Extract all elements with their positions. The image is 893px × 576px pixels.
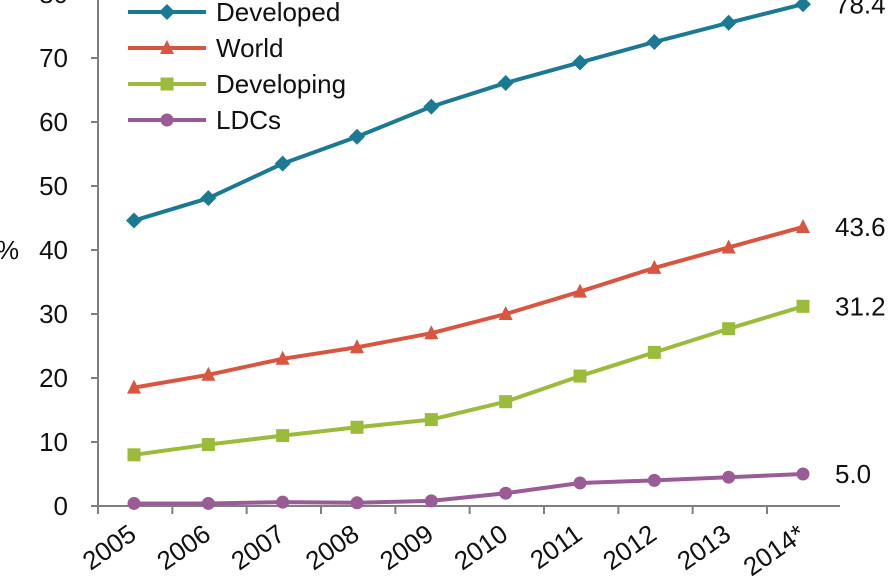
legend-item-developing: Developing <box>128 69 346 99</box>
y-tick-label: 30 <box>39 299 68 329</box>
x-tick-label: 2008 <box>300 518 365 576</box>
series-line-developed <box>133 2 804 223</box>
data-point-developing <box>647 345 661 359</box>
x-tick-label: 2014* <box>738 518 811 576</box>
data-point-ldcs <box>276 495 290 509</box>
x-tick-label: 2012 <box>597 518 662 576</box>
data-point-world <box>127 379 141 394</box>
legend-item-ldcs: LDCs <box>128 105 281 135</box>
data-point-developed <box>572 54 588 71</box>
data-point-world <box>573 283 587 298</box>
legend-marker-ldcs <box>160 113 174 127</box>
data-point-ldcs <box>573 476 587 490</box>
data-point-developed <box>720 14 737 31</box>
series-developed <box>126 0 811 229</box>
data-point-ldcs <box>499 486 513 500</box>
x-tick-label: 2011 <box>524 518 587 575</box>
data-point-ldcs <box>796 467 810 481</box>
data-point-world <box>275 350 290 365</box>
data-point-world <box>796 218 810 233</box>
data-point-world <box>201 366 216 381</box>
series-world <box>127 218 810 394</box>
y-axis-label: % <box>0 235 19 265</box>
y-tick-label: 60 <box>39 107 68 137</box>
data-point-ldcs <box>350 496 364 510</box>
x-tick-label: 2013 <box>672 518 737 576</box>
data-point-developed <box>646 34 663 50</box>
data-point-ldcs <box>201 496 215 510</box>
data-point-ldcs <box>127 496 141 510</box>
data-point-ldcs <box>722 470 736 484</box>
legend-item-developed: Developed <box>128 0 340 27</box>
data-point-developing <box>722 322 736 336</box>
axes: 01020304050607080%2005200620072008200920… <box>0 0 840 576</box>
data-point-developing <box>201 438 215 452</box>
x-tick-label: 2010 <box>449 518 514 576</box>
series-line-developing <box>133 304 804 457</box>
end-label-developing: 31.2 <box>835 291 886 321</box>
data-point-developed <box>795 0 811 13</box>
legend-label-world: World <box>216 33 283 63</box>
y-tick-label: 50 <box>39 171 68 201</box>
data-point-developed <box>126 212 142 229</box>
data-point-world <box>424 325 439 340</box>
data-point-developed <box>423 98 440 115</box>
data-point-developed <box>349 128 365 145</box>
x-tick-label: 2009 <box>374 518 439 576</box>
data-point-world <box>350 339 364 354</box>
series-layer <box>126 0 811 510</box>
data-point-developed <box>200 190 217 207</box>
y-tick-label: 0 <box>54 491 68 521</box>
end-label-ldcs: 5.0 <box>835 459 871 489</box>
data-point-ldcs <box>424 494 438 508</box>
legend-marker-developing <box>160 77 174 91</box>
end-label-world: 43.6 <box>835 212 886 242</box>
y-tick-label: 10 <box>39 427 68 457</box>
data-point-developing <box>573 369 587 383</box>
data-point-developing <box>350 420 364 434</box>
legend-marker-developed <box>159 4 175 20</box>
x-tick-label: 2006 <box>151 518 216 576</box>
data-point-developing <box>127 448 141 462</box>
legend-label-ldcs: LDCs <box>216 105 281 135</box>
legend-marker-world <box>160 40 174 54</box>
data-point-developing <box>499 395 513 409</box>
data-point-developed <box>497 74 514 91</box>
series-line-world <box>133 225 804 390</box>
legend-label-developing: Developing <box>216 69 346 99</box>
y-tick-label: 20 <box>39 363 68 393</box>
end-label-developed: 78.4 <box>835 0 886 19</box>
end-labels: 78.4 43.6 31.2 5.0 <box>835 0 886 489</box>
y-tick-label: 40 <box>39 235 68 265</box>
legend: Developed World Developing LDCs <box>128 0 346 135</box>
series-line-ldcs <box>134 472 804 506</box>
data-point-developed <box>274 155 291 172</box>
data-point-developing <box>424 413 438 427</box>
data-point-ldcs <box>647 473 661 487</box>
legend-item-world: World <box>128 33 283 63</box>
x-tick-label: 2005 <box>77 518 142 576</box>
data-point-developing <box>796 299 810 313</box>
data-point-world <box>498 306 513 320</box>
data-point-world <box>721 239 736 254</box>
data-point-developing <box>276 429 290 443</box>
data-point-world <box>647 259 662 274</box>
series-developing <box>127 299 810 462</box>
series-ldcs <box>127 467 810 510</box>
legend-label-developed: Developed <box>216 0 340 27</box>
y-tick-label: 70 <box>39 43 68 73</box>
x-tick-label: 2007 <box>226 518 291 576</box>
y-tick-label: 80 <box>39 0 68 9</box>
